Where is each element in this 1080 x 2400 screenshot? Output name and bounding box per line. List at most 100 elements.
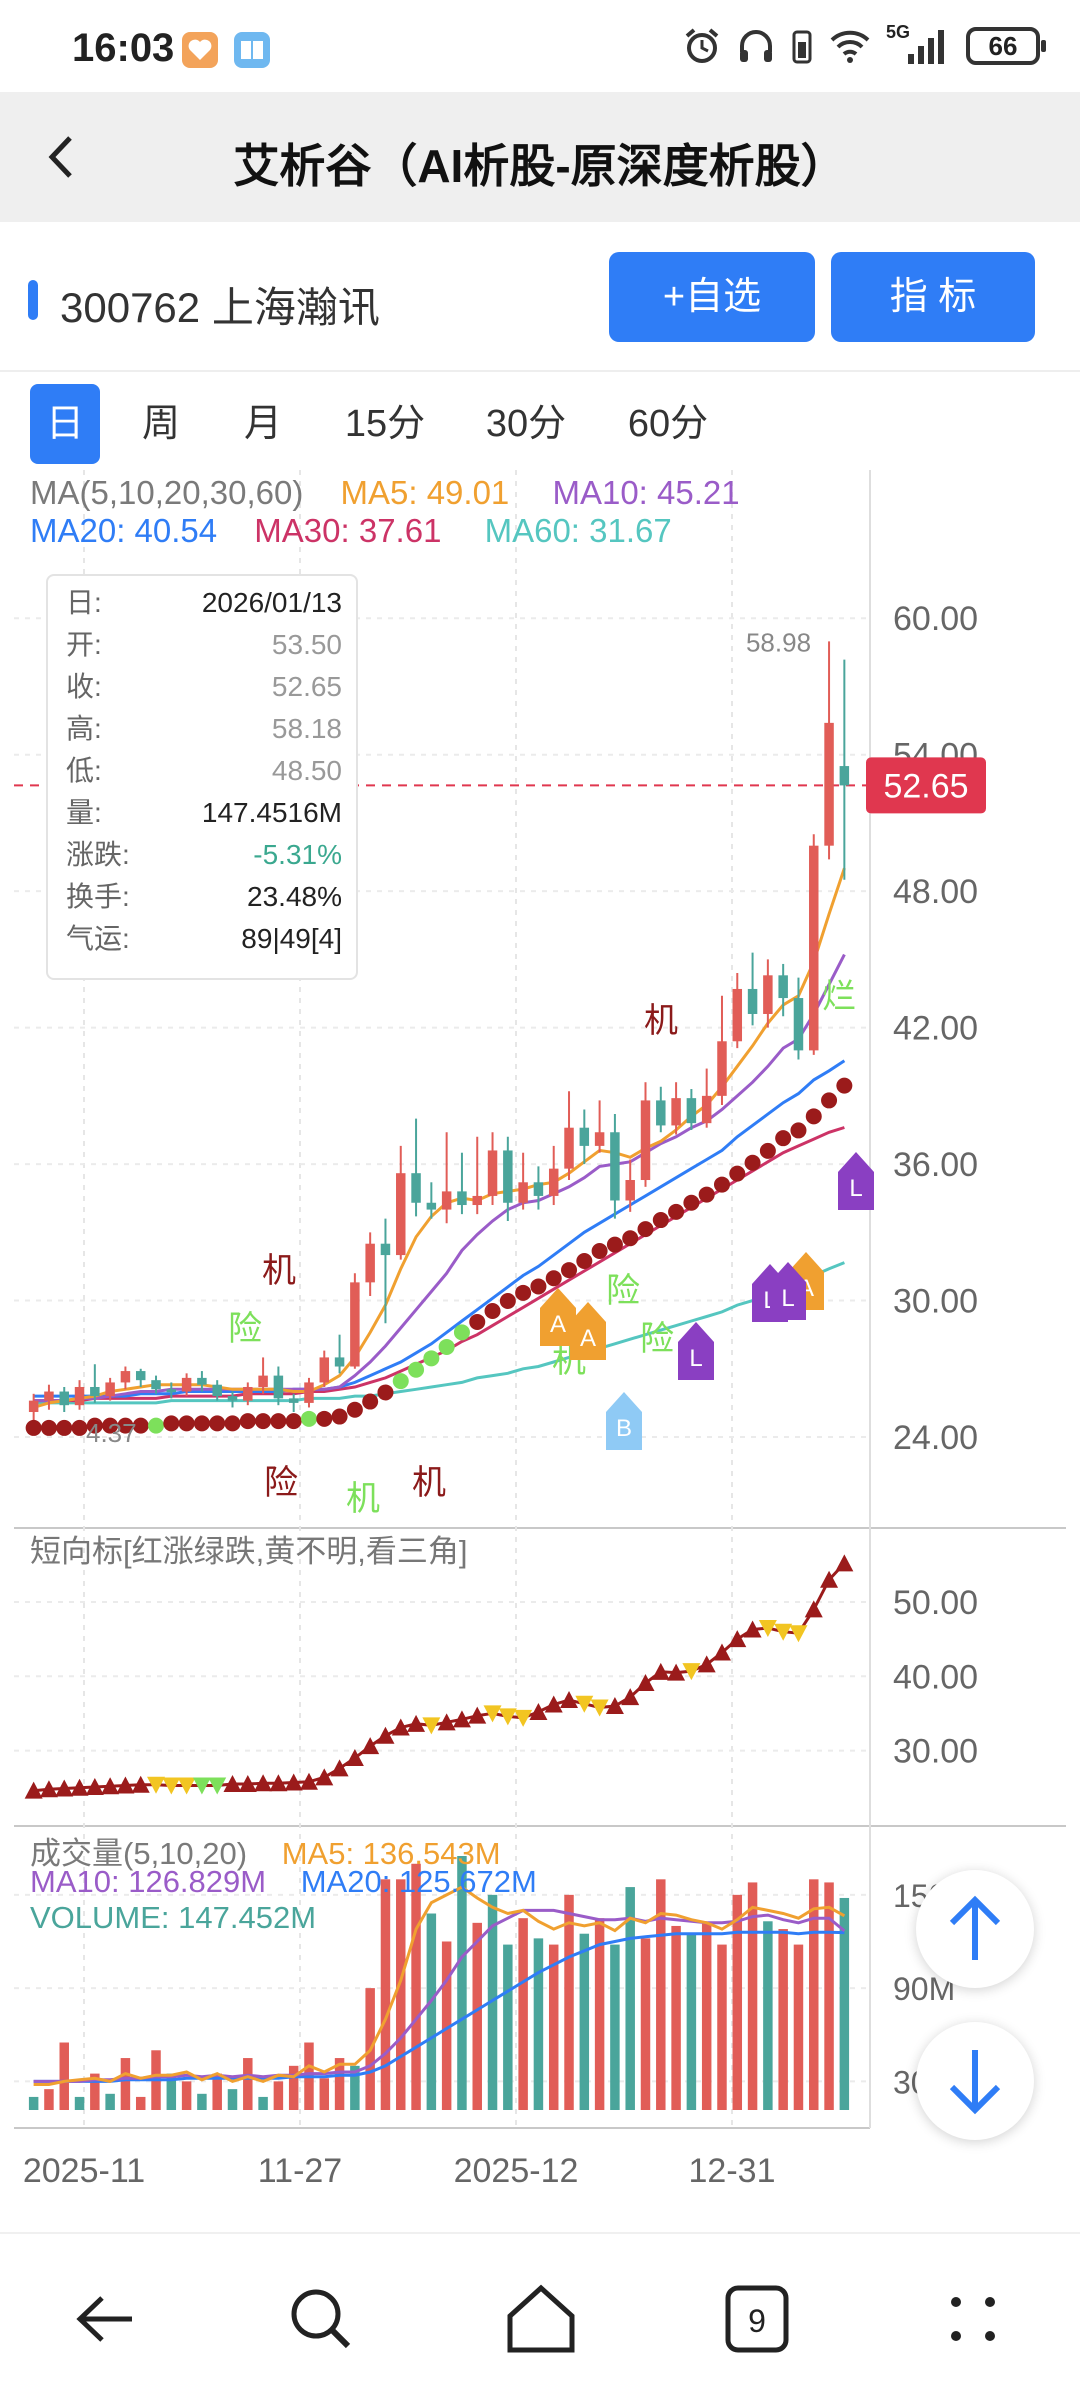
candle-body — [227, 1396, 238, 1401]
trend-dot — [713, 1176, 730, 1193]
indicator-button[interactable]: 指 标 — [831, 252, 1035, 342]
volume-bar — [74, 2096, 85, 2110]
back-button[interactable] — [30, 122, 100, 192]
trend-dot — [561, 1262, 578, 1279]
candle-body — [258, 1375, 268, 1387]
info-value: 58.18 — [271, 713, 342, 744]
signal-badge — [606, 1392, 642, 1450]
trend-dot — [622, 1230, 639, 1247]
home-button[interactable] — [496, 2274, 586, 2364]
volume-bar — [426, 1913, 437, 2110]
battery-indicator: 66 — [966, 27, 1046, 65]
trend-dot — [40, 1419, 57, 1436]
trend-dot — [652, 1212, 669, 1229]
current-price-tag — [866, 757, 986, 814]
ma5-label: MA5: 49.01 — [340, 474, 510, 511]
candle-body — [28, 1400, 39, 1413]
volume-bar — [166, 2073, 177, 2110]
info-row-volume: 量: 147.4516M — [66, 792, 342, 834]
trend-dot — [239, 1413, 256, 1430]
trend-dot — [209, 1415, 226, 1432]
period-tabs: 日 周 月 15分 30分 60分 — [0, 380, 1080, 470]
scroll-up-button[interactable] — [916, 1870, 1034, 1988]
volume-bar — [135, 2096, 146, 2110]
headphones-icon — [740, 30, 772, 62]
short-up-marker — [39, 1780, 58, 1798]
candle-body — [426, 1202, 437, 1210]
short-down-marker — [208, 1777, 227, 1795]
volume-bar — [732, 1894, 743, 2110]
add-watchlist-button[interactable]: +自选 — [609, 252, 815, 342]
stock-chart[interactable]: 58.984.37机险机险机险机险烂机ABLALLAL 60.0054.0048… — [0, 470, 1080, 2190]
volume-bar — [487, 1894, 498, 2110]
volume-bar — [518, 1918, 528, 2110]
short-unclear-marker — [422, 1717, 441, 1735]
candle-body — [44, 1391, 54, 1401]
candle-body — [243, 1386, 253, 1401]
short-y-tick-label: 50.00 — [893, 1584, 978, 1622]
trend-dot — [836, 1077, 853, 1094]
short-up-marker — [743, 1620, 762, 1638]
short-up-marker — [330, 1759, 349, 1777]
candle-body — [732, 988, 743, 1042]
tab-30min[interactable]: 30分 — [485, 403, 567, 445]
info-row-low: 低: 48.50 — [66, 750, 342, 792]
menu-button[interactable] — [928, 2274, 1018, 2364]
short-up-marker — [70, 1778, 89, 1796]
volume-title: 成交量(5,10,20) — [30, 1836, 248, 1871]
x-tick-label: 11-27 — [258, 2152, 342, 2190]
volume-bar — [350, 2065, 360, 2110]
trend-dot — [591, 1242, 608, 1259]
short-up-marker — [835, 1554, 854, 1572]
candle-body — [411, 1173, 421, 1203]
signal-label: 险 — [640, 1320, 674, 1358]
arrow-left-icon — [76, 2296, 132, 2342]
short-y-tick-label: 30.00 — [893, 1733, 978, 1771]
short-up-marker — [131, 1775, 150, 1793]
status-icons: 5G 66 — [682, 22, 1046, 66]
signal-badge-label: L — [849, 1175, 862, 1202]
more-grid-icon — [951, 2297, 995, 2341]
short-up-marker — [85, 1777, 104, 1795]
trend-dot — [484, 1303, 501, 1320]
trend-dot — [193, 1415, 210, 1432]
scroll-down-button[interactable] — [916, 2022, 1034, 2140]
candle-body — [518, 1182, 528, 1203]
tab-week[interactable]: 周 — [141, 403, 180, 445]
browser-back-button[interactable] — [62, 2274, 152, 2364]
ma-legend-row-1: MA(5,10,20,30,60) MA5: 49.01 MA10: 45.21 — [30, 474, 740, 512]
signal-badge-label: A — [580, 1325, 596, 1352]
trend-dot — [453, 1324, 470, 1341]
signal-badge — [678, 1322, 714, 1380]
volume-value-label: VOLUME: 147.452M — [30, 1900, 317, 1935]
volume-bar — [503, 1944, 513, 2110]
short-up-marker — [820, 1570, 839, 1588]
candle-body — [59, 1391, 69, 1406]
info-label: 开: — [66, 629, 102, 660]
home-icon — [507, 2284, 575, 2353]
short-up-marker — [636, 1673, 655, 1691]
volume-bar — [258, 2096, 268, 2110]
trend-dot — [86, 1417, 103, 1434]
tabs-button[interactable]: 9 — [712, 2274, 802, 2364]
short-up-marker — [223, 1775, 242, 1792]
tab-day[interactable]: 日 — [30, 384, 100, 464]
search-button[interactable] — [276, 2274, 366, 2364]
tab-15min[interactable]: 15分 — [344, 403, 426, 445]
volume-legend-row-2: MA10: 126.829M MA20: 125.672M — [30, 1864, 537, 1900]
y-tick-label: 24.00 — [893, 1419, 978, 1457]
trend-dot — [148, 1417, 165, 1434]
trend-dot — [285, 1413, 302, 1430]
volume-bar — [701, 1922, 712, 2110]
candle-body — [74, 1386, 85, 1406]
trend-dot — [683, 1194, 700, 1211]
volume-bar — [839, 1897, 850, 2110]
short-up-marker — [345, 1749, 364, 1766]
candle-body — [212, 1384, 222, 1397]
short-up-marker — [605, 1697, 624, 1714]
volume-bar — [579, 1933, 590, 2110]
trend-dot — [469, 1313, 486, 1330]
info-label: 高: — [66, 713, 102, 744]
tab-month[interactable]: 月 — [243, 403, 282, 445]
tab-60min[interactable]: 60分 — [627, 403, 709, 445]
